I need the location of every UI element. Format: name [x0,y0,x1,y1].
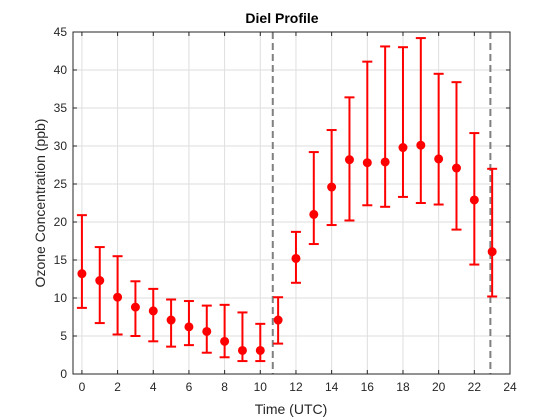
x-tick-label: 18 [396,380,410,394]
x-tick-label: 8 [221,380,228,394]
data-point [166,315,176,325]
data-point [344,155,354,165]
x-axis-ticks: 0 2 4 6 8 10 12 14 16 18 20 22 24 [79,32,517,394]
y-tick-label: 45 [54,25,68,39]
error-bar [397,46,408,198]
error-bar [415,37,426,204]
x-tick-label: 16 [361,380,375,394]
data-point [130,302,140,312]
x-tick-label: 22 [468,380,482,394]
data-point [469,195,479,205]
error-bar [94,246,105,325]
y-tick-label: 0 [60,367,67,381]
data-point [220,336,230,346]
data-point [487,247,497,257]
y-tick-label: 15 [54,253,68,267]
data-point [291,253,301,263]
data-point [95,276,105,286]
y-axis-label: Ozone Concentration (ppb) [32,119,48,288]
data-point [434,154,444,164]
y-tick-label: 25 [54,177,68,191]
error-bar [433,72,444,206]
y-tick-label: 40 [54,63,68,77]
y-tick-label: 10 [54,291,68,305]
data-point [77,269,87,279]
reference-lines [271,32,492,374]
error-bar [326,129,337,227]
data-point [255,345,265,355]
chart-title: Diel Profile [245,10,318,26]
data-point [380,157,390,167]
data-point [184,322,194,332]
data-point [148,306,158,316]
error-bar [362,60,373,207]
x-tick-label: 24 [503,380,517,394]
y-tick-label: 35 [54,101,68,115]
data-point [416,140,426,150]
error-bars [76,37,498,363]
data-point [202,326,212,336]
data-point [237,345,247,355]
data-point [398,143,408,153]
x-axis-label: Time (UTC) [255,401,328,417]
error-bar [380,45,391,208]
data-point [327,182,337,192]
x-tick-label: 4 [150,380,157,394]
error-bar [76,214,87,309]
error-bar [451,81,462,231]
x-tick-label: 0 [79,380,86,394]
x-tick-label: 14 [325,380,339,394]
y-tick-label: 30 [54,139,68,153]
x-tick-label: 20 [432,380,446,394]
data-point [362,158,372,168]
data-point [113,292,123,302]
y-tick-label: 20 [54,215,68,229]
y-tick-label: 5 [60,329,67,343]
data-point [273,315,283,325]
error-bar [219,303,230,359]
y-axis-ticks: 0 5 10 15 20 25 30 35 40 45 [54,25,510,381]
x-tick-label: 10 [254,380,268,394]
grid-lines [73,31,511,375]
x-tick-label: 2 [114,380,121,394]
error-bar [308,151,319,246]
error-bar [255,322,266,363]
data-point [451,163,461,173]
error-bar [487,167,498,298]
data-points [77,140,497,355]
plot-area-border [72,31,511,375]
x-tick-label: 6 [186,380,193,394]
x-tick-label: 12 [289,380,303,394]
data-point [309,209,319,219]
